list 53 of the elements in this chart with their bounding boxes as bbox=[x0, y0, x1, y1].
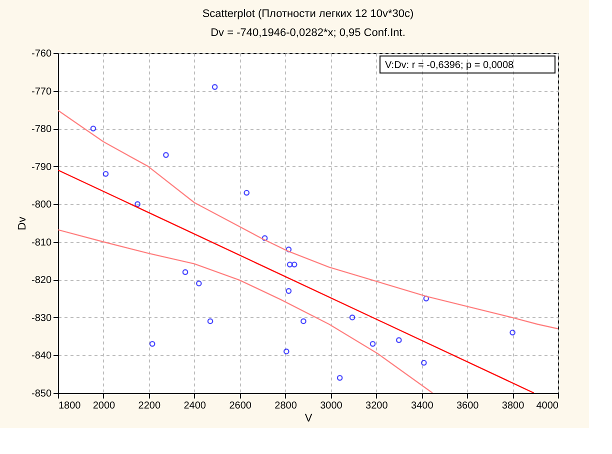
x-tick-label: 2000 bbox=[92, 400, 116, 412]
point bbox=[396, 337, 402, 344]
x-tick-label: 3600 bbox=[456, 400, 480, 412]
point bbox=[102, 170, 109, 177]
x-tick-label: 3400 bbox=[411, 400, 434, 412]
point bbox=[134, 201, 140, 208]
point bbox=[370, 340, 376, 347]
x-tick-label: 1800 bbox=[58, 400, 82, 412]
y-tick-label: -760 bbox=[31, 48, 52, 60]
point bbox=[244, 190, 250, 196]
point bbox=[300, 318, 306, 324]
point bbox=[90, 126, 96, 132]
point bbox=[423, 296, 430, 302]
point bbox=[212, 84, 218, 90]
point bbox=[286, 288, 292, 294]
y-tick-label: -810 bbox=[31, 237, 52, 248]
point bbox=[182, 269, 188, 276]
annotation: V:Dv: r = -0,6396; p = 0,0008 bbox=[385, 60, 514, 71]
y-tick-label: -790 bbox=[31, 162, 52, 173]
point bbox=[163, 152, 169, 158]
point bbox=[262, 235, 268, 242]
x-tick-label: 2200 bbox=[138, 400, 161, 412]
x-tick-label: 4000 bbox=[536, 400, 559, 412]
point bbox=[196, 280, 202, 286]
point bbox=[349, 314, 356, 320]
x-tick-label: 2800 bbox=[274, 400, 298, 412]
point bbox=[286, 262, 293, 268]
chart-title: Scatterplot (Плотности легких 12 10v*30c) bbox=[202, 8, 414, 20]
point bbox=[207, 318, 214, 324]
point bbox=[286, 246, 292, 252]
point bbox=[291, 262, 298, 268]
y-tick-label: -840 bbox=[31, 350, 52, 362]
y-axis-title: Dv bbox=[16, 216, 28, 230]
line-series bbox=[58, 229, 434, 393]
y-tick-label: -800 bbox=[31, 200, 52, 211]
point bbox=[149, 340, 156, 347]
x-tick-label: 2400 bbox=[184, 400, 206, 412]
line-series bbox=[58, 110, 558, 330]
y-tick-label: -780 bbox=[31, 124, 52, 136]
y-tick-label: -770 bbox=[31, 86, 52, 98]
x-tick-label: 3800 bbox=[502, 400, 525, 412]
chart-subtitle: Dv = -740,1946-0,0282*x; 0,95 Conf.Int. bbox=[210, 27, 406, 39]
x-tick-label: 3200 bbox=[366, 400, 388, 412]
x-axis-title: V bbox=[304, 412, 313, 424]
x-tick-label: 2600 bbox=[229, 400, 252, 412]
point bbox=[420, 360, 427, 366]
point bbox=[510, 330, 516, 336]
point bbox=[336, 374, 343, 381]
y-tick-label: -830 bbox=[31, 312, 52, 324]
x-tick-label: 3000 bbox=[320, 400, 343, 412]
y-tick-label: -820 bbox=[31, 275, 52, 286]
y-tick-label: -850 bbox=[31, 388, 52, 400]
point bbox=[283, 348, 290, 354]
